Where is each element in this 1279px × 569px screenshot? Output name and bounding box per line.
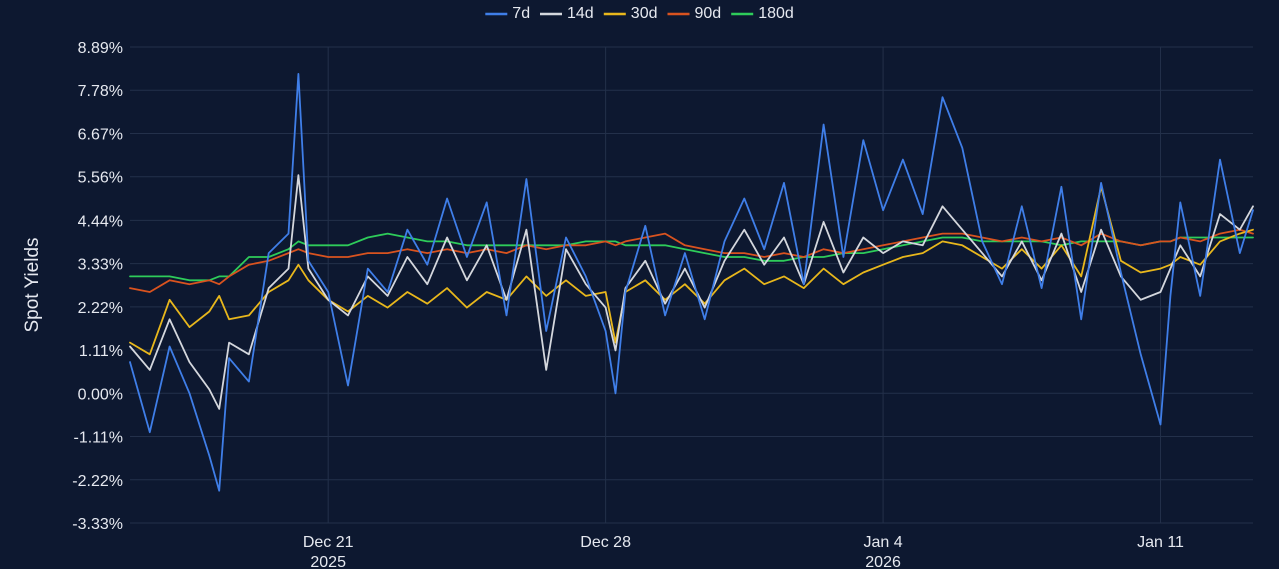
y-tick-label: 7.78% xyxy=(78,83,123,100)
grid-lines xyxy=(130,46,1253,524)
y-tick-label: 0.00% xyxy=(78,386,123,403)
legend[interactable]: 7d 14d 30d 90d 180d xyxy=(485,5,794,22)
y-axis-title: Spot Yields xyxy=(22,237,43,332)
y-tick-label: 5.56% xyxy=(78,170,123,187)
y-tick-label: -3.33% xyxy=(72,516,123,533)
x-tick-label: Dec 21 xyxy=(303,534,354,551)
legend-label: 90d xyxy=(695,5,722,22)
series-lines xyxy=(129,73,1254,492)
series-line-7d xyxy=(129,73,1254,492)
y-tick-label: 8.89% xyxy=(78,40,123,57)
x-tick-label: Dec 28 xyxy=(580,534,631,551)
series-line-180d xyxy=(129,232,1254,282)
legend-item-30d[interactable]: 30d xyxy=(603,5,658,22)
x-tick-label: Jan 4 xyxy=(864,534,903,551)
legend-label: 14d xyxy=(567,5,594,22)
legend-item-7d[interactable]: 7d xyxy=(485,5,530,22)
series-line-90d xyxy=(129,228,1254,293)
legend-label: 30d xyxy=(631,5,658,22)
y-tick-label: 2.22% xyxy=(78,300,123,317)
legend-item-180d[interactable]: 180d xyxy=(731,5,794,22)
y-tick-label: 1.11% xyxy=(79,343,123,360)
y-axis: 8.89% 7.78% 6.67% 5.56% 4.44% 3.33% 2.22% 1.11%… xyxy=(72,40,123,533)
legend-item-14d[interactable]: 14d xyxy=(540,5,594,22)
x-tick-label: Jan 11 xyxy=(1137,534,1184,551)
legend-label: 7d xyxy=(512,5,530,22)
series-line-30d xyxy=(129,185,1254,356)
y-tick-label: 6.67% xyxy=(78,126,123,143)
y-tick-label: -1.11% xyxy=(73,430,123,447)
legend-label: 180d xyxy=(758,5,794,22)
x-tick-sublabel: 2026 xyxy=(865,554,901,569)
y-tick-label: 4.44% xyxy=(78,213,123,230)
x-tick-sublabel: 2025 xyxy=(310,554,346,569)
x-axis: Dec 21 2025 Dec 28 Jan 4 2026 Jan 11 xyxy=(303,534,1184,569)
y-tick-label: 3.33% xyxy=(78,257,123,274)
legend-item-90d[interactable]: 90d xyxy=(667,5,722,22)
y-tick-label: -2.22% xyxy=(72,473,123,490)
